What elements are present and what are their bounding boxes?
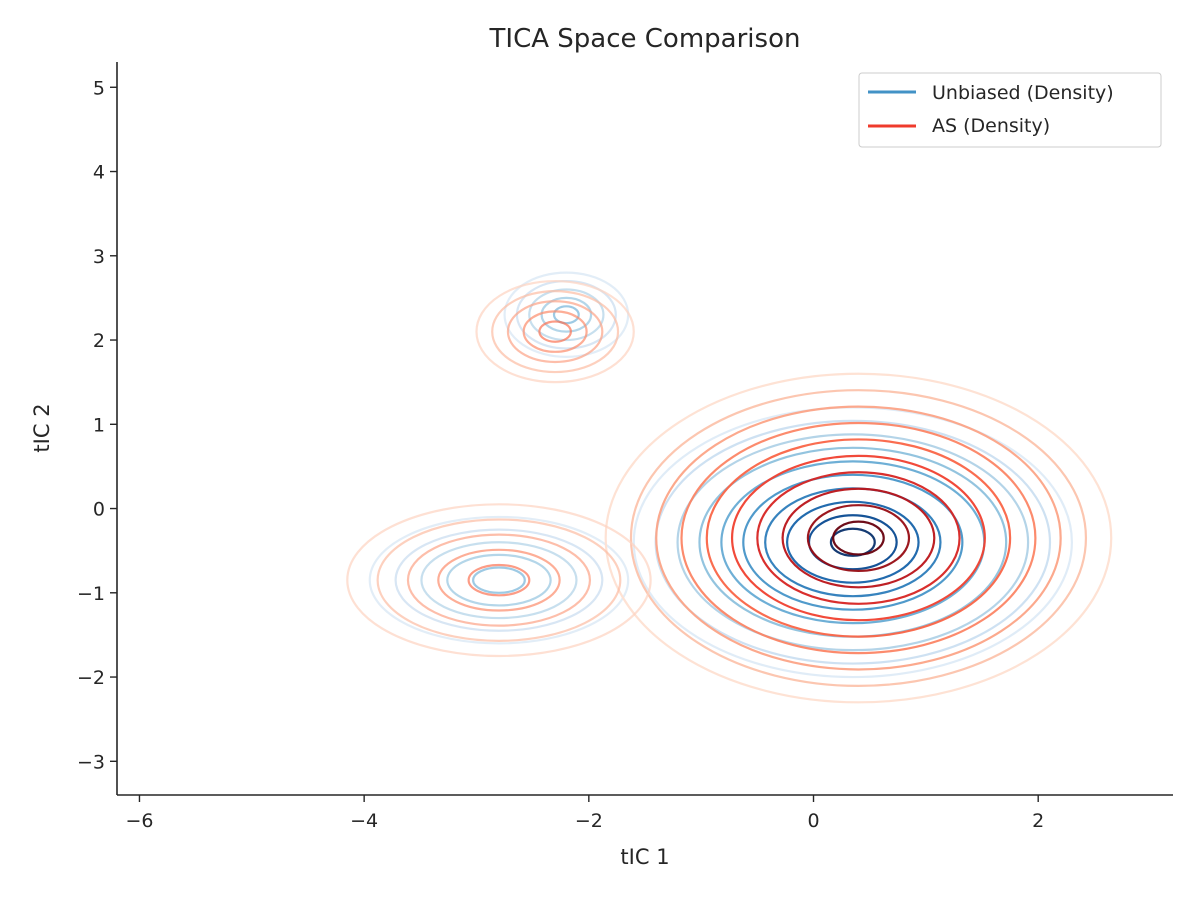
contour-line [806,504,911,573]
y-tick-label: 3 [93,246,105,268]
legend-label-as: AS (Density) [932,115,1050,137]
contour-line [406,533,592,627]
contour-line [346,503,652,658]
y-ticks: −3 −2 −1 0 1 2 3 4 5 [77,77,117,773]
contour-line [629,389,1088,687]
y-tick-label: 0 [93,499,105,521]
legend: Unbiased (Density) AS (Density) [858,72,1162,148]
contour-line [730,454,986,622]
contour-line [654,419,1052,665]
y-tick-label: −1 [77,583,105,605]
contour-line [376,518,622,643]
contour-series-1 [346,279,1113,704]
x-ticks: −6 −4 −2 0 2 [125,795,1044,832]
contour-line [632,405,1073,679]
axes: −6 −4 −2 0 2 −3 −2 −1 0 1 2 3 4 5 [77,62,1173,832]
contour-line [475,279,635,384]
contour-line [368,515,630,645]
contour-line [742,473,964,611]
contour-line [491,289,620,374]
x-axis-label: tIC 1 [620,845,669,869]
contour-line [786,500,920,584]
contour-line [756,471,961,605]
contour-line [472,566,526,594]
x-tick-label: −6 [125,810,153,832]
x-tick-label: 2 [1032,810,1044,832]
contour-line [781,487,936,589]
contour-line [680,421,1037,655]
contour-series-0 [368,271,1073,679]
plot-area [346,271,1113,704]
y-tick-label: −3 [77,751,105,773]
contour-line [829,527,876,557]
y-tick-label: 5 [93,77,105,99]
legend-box [858,72,1162,148]
contour-line [437,548,561,612]
contour-line [506,300,604,364]
contour-line [420,541,578,620]
contour-line [655,405,1062,671]
contour-line [503,271,630,358]
contour-line [394,528,604,632]
chart-title: TICA Space Comparison [489,24,801,54]
contour-line [467,563,531,597]
contour-layer [346,271,1113,704]
y-tick-label: 1 [93,414,105,436]
contour-line [764,487,942,598]
x-tick-label: −4 [350,810,378,832]
contour-line [698,446,1008,639]
contour-line [528,288,605,342]
contour-line [538,320,572,343]
y-axis-label: tIC 2 [30,403,54,452]
contour-line [832,520,885,556]
legend-label-unbiased: Unbiased (Density) [932,82,1114,104]
contour-line [604,372,1113,704]
x-tick-label: 0 [807,810,819,832]
contour-line [705,438,1012,638]
x-tick-label: −2 [575,810,603,832]
y-tick-label: 2 [93,330,105,352]
contour-line [522,310,588,353]
y-tick-label: −2 [77,667,105,689]
contour-line [515,279,617,350]
y-tick-label: 4 [93,162,105,184]
contour-line [446,553,552,607]
